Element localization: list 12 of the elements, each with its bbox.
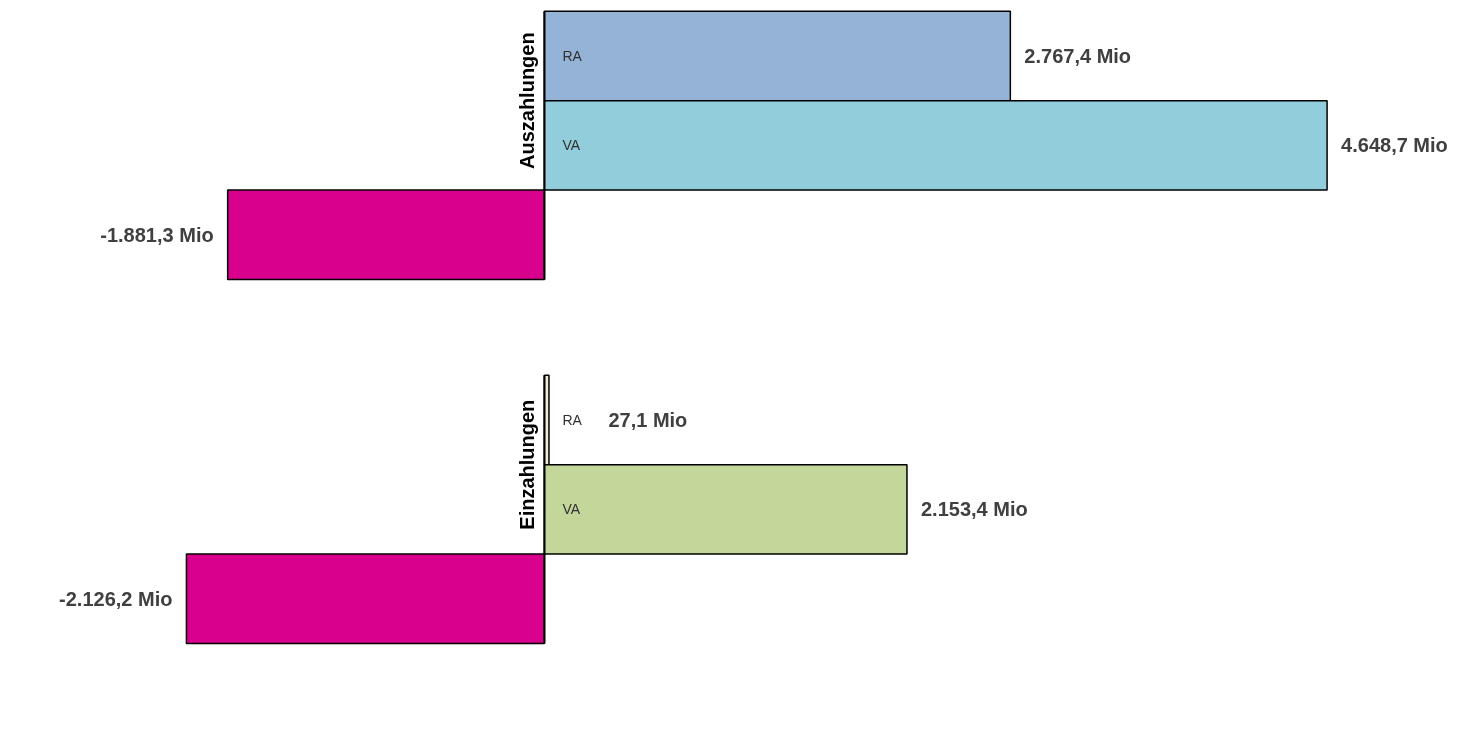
y-tick-label: RA: [562, 47, 583, 64]
data-label: 2.153,4 Mio: [920, 498, 1028, 521]
y-tick-label: RA: [562, 411, 583, 428]
y-tick-label: VA: [562, 137, 581, 154]
data-label: 4.648,7 Mio: [1341, 134, 1448, 157]
data-label: 2.767,4 Mio: [1024, 44, 1132, 67]
y-axis-title: Auszahlungen: [516, 32, 539, 169]
data-label: -1.881,3 Mio: [100, 223, 214, 246]
y-tick-label: VA: [562, 501, 581, 518]
data-label: -2.126,2 Mio: [59, 587, 173, 610]
data-label: 27,1 Mio: [608, 408, 688, 431]
y-axis-title: Einzahlungen: [516, 399, 539, 530]
